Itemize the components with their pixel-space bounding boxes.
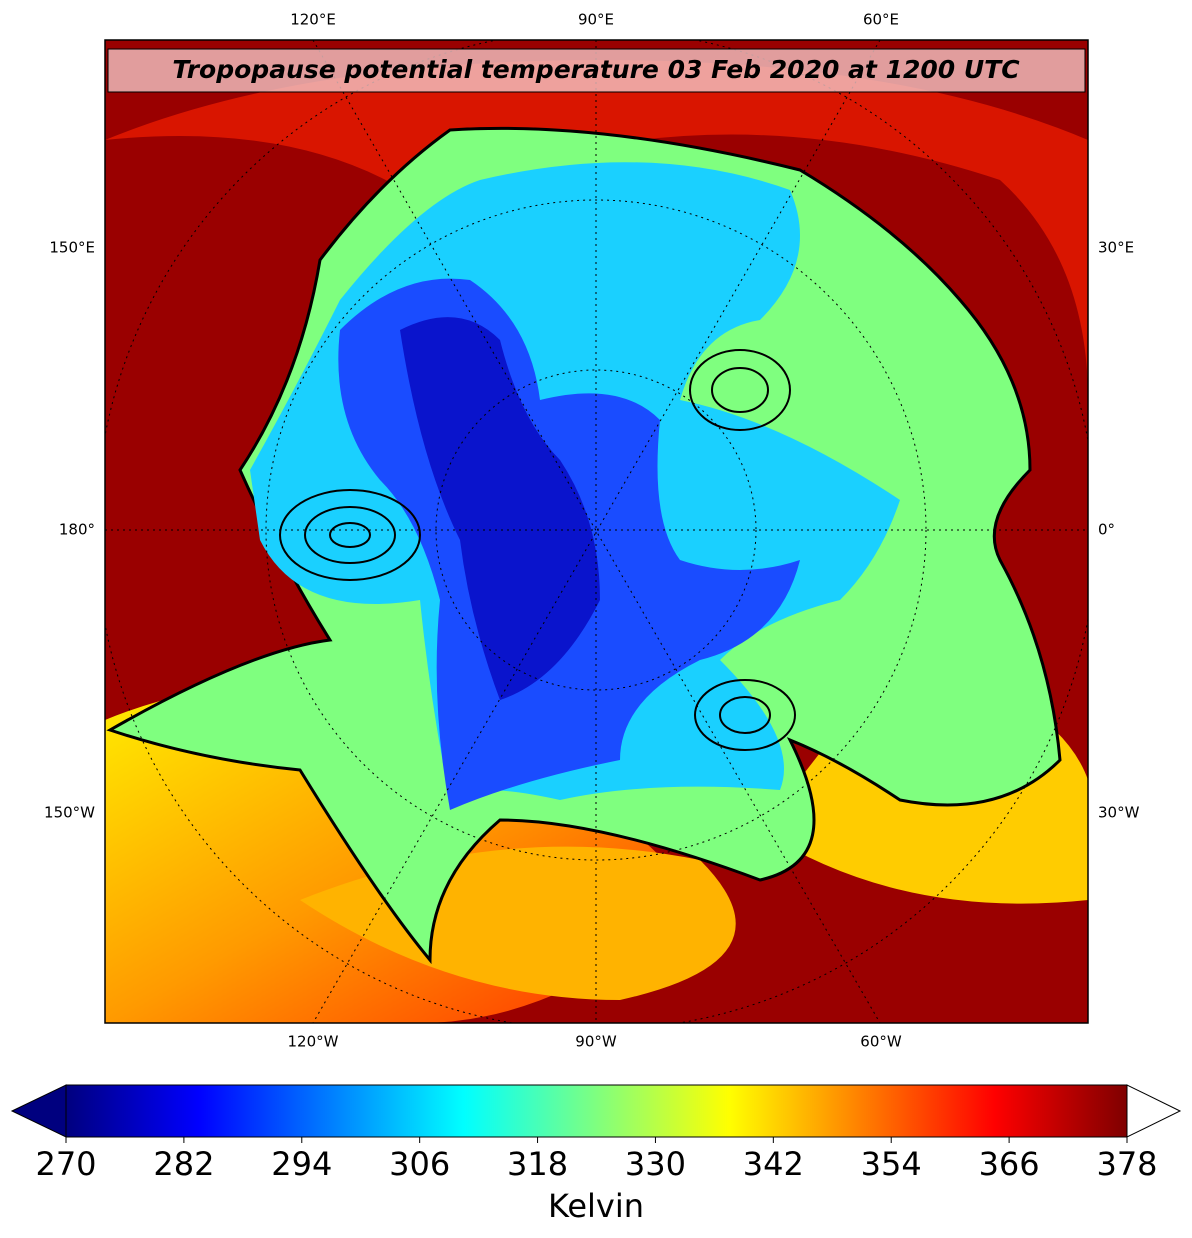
pressure-contours bbox=[279, 349, 796, 751]
longitude-label: 90°W bbox=[575, 1033, 617, 1051]
longitude-label: 60°E bbox=[863, 11, 899, 29]
colorbar-tick-label: 270 bbox=[35, 1145, 96, 1183]
colorbar-tick-label: 282 bbox=[153, 1145, 214, 1183]
latitude-label: 30°E bbox=[1098, 239, 1134, 257]
map-frame bbox=[104, 39, 1089, 1024]
latitude-label: 30°W bbox=[1098, 804, 1140, 822]
title: Tropopause potential temperature 03 Feb … bbox=[172, 55, 1020, 84]
map bbox=[105, 40, 1088, 1023]
colorbar-label: Kelvin bbox=[548, 1187, 644, 1225]
latitude-label: 180° bbox=[59, 521, 95, 539]
dark-blue-region bbox=[400, 317, 600, 700]
longitude-label: 60°W bbox=[860, 1033, 902, 1051]
colorbar-tick-label: 318 bbox=[507, 1145, 568, 1183]
colorbar-tick-label: 342 bbox=[743, 1145, 804, 1183]
colorbar-tick-label: 378 bbox=[1096, 1145, 1157, 1183]
colorbar-tick-label: 366 bbox=[979, 1145, 1040, 1183]
colorbar-under bbox=[10, 1084, 67, 1138]
warm-band bbox=[105, 60, 1088, 400]
colorbar-bar bbox=[65, 1084, 1128, 1138]
latitude-label: 150°W bbox=[44, 804, 95, 822]
latitude-label: 0° bbox=[1098, 521, 1115, 539]
colorbar-tick-label: 306 bbox=[389, 1145, 450, 1183]
longitude-label: 120°W bbox=[288, 1033, 339, 1051]
longitude-label: 90°E bbox=[578, 11, 614, 29]
graticule bbox=[105, 40, 1088, 1023]
latitude-label: 150°E bbox=[49, 239, 95, 257]
colorbar-over bbox=[1126, 1084, 1182, 1138]
colorbar-tick-label: 294 bbox=[271, 1145, 332, 1183]
colorbar-tick-label: 330 bbox=[625, 1145, 686, 1183]
title-box bbox=[107, 48, 1086, 93]
colorbar-tick-label: 354 bbox=[861, 1145, 922, 1183]
longitude-label: 120°E bbox=[290, 11, 336, 29]
